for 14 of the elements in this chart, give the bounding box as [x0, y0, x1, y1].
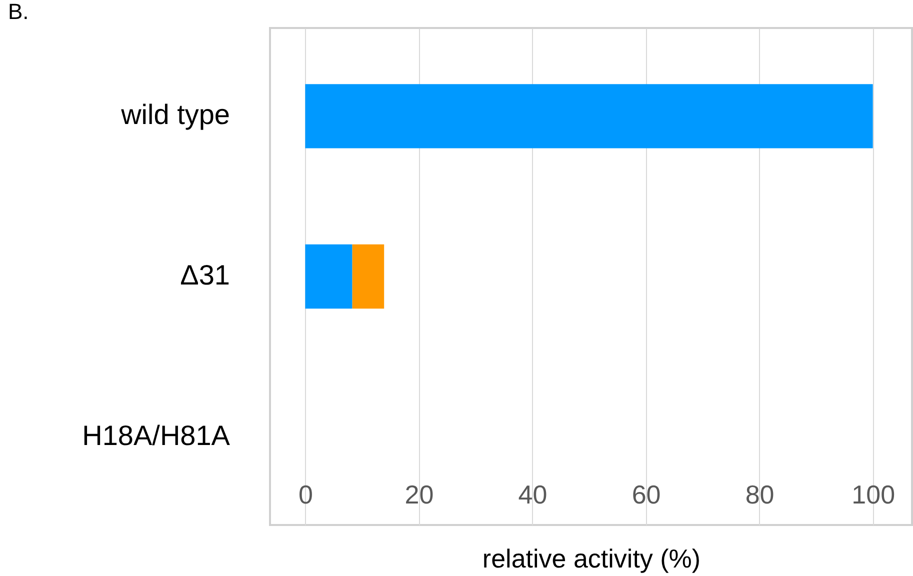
- y-tick-label: wild type: [120, 99, 230, 130]
- bar: [305, 244, 352, 309]
- y-tick-label: H18A/H81A: [82, 420, 230, 451]
- y-tick-label: Δ31: [180, 260, 230, 290]
- x-tick-label: 0: [298, 480, 313, 510]
- bar: [352, 244, 384, 309]
- bar: [305, 84, 873, 148]
- text: B.: [8, 0, 29, 24]
- x-tick-label: 80: [745, 480, 774, 510]
- x-tick-label: 100: [852, 480, 896, 510]
- x-axis-title: relative activity (%): [482, 544, 701, 574]
- x-tick-label: 20: [404, 480, 434, 510]
- x-tick-label: 40: [518, 480, 548, 510]
- x-tick-label: 60: [632, 480, 661, 510]
